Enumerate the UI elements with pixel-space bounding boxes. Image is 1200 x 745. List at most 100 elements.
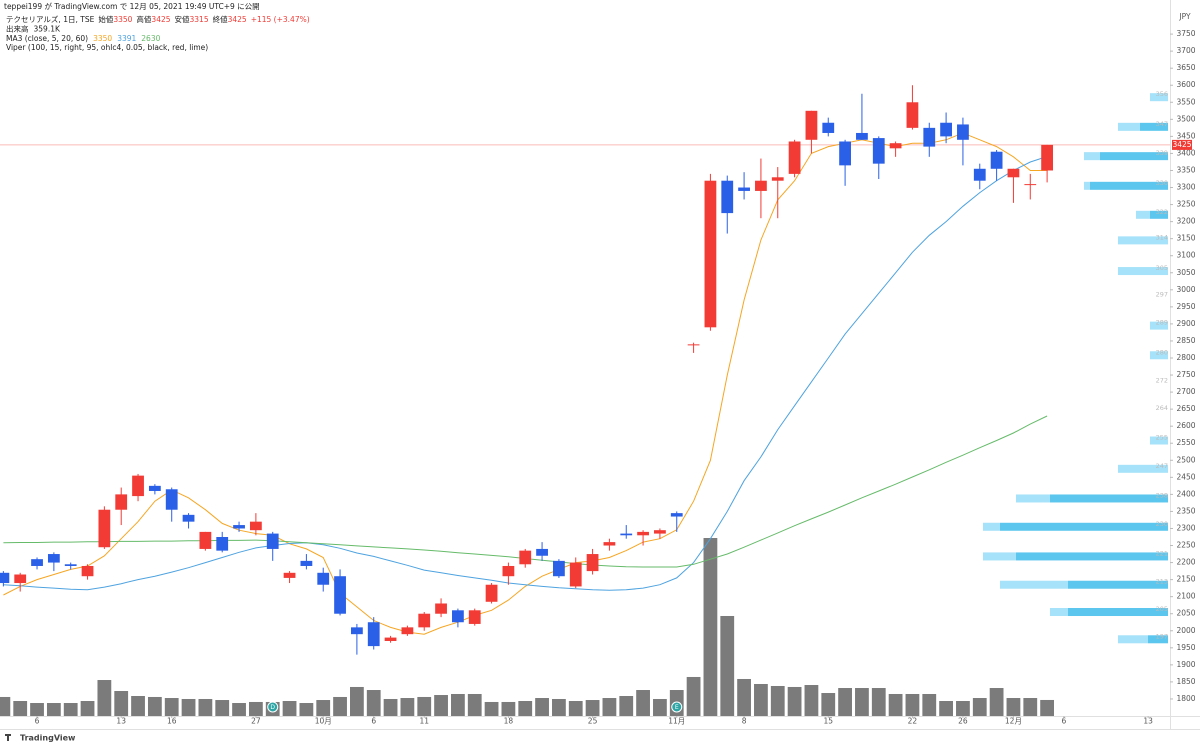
y-tick-label: 2650	[1176, 404, 1195, 413]
y-tick-label: 3050	[1176, 268, 1195, 277]
profile-dark	[1148, 635, 1168, 644]
volume-bar	[1023, 698, 1038, 716]
profile-label: 280	[1156, 348, 1168, 356]
x-tick-label: 8	[742, 717, 747, 726]
candle-body	[519, 550, 532, 565]
volume-bar	[248, 701, 263, 716]
y-tick-label: 3600	[1176, 80, 1195, 89]
profile-light	[983, 552, 1016, 561]
profile-light	[1150, 436, 1168, 445]
profile-light	[1118, 236, 1168, 245]
volume-bar	[838, 688, 852, 716]
profile-dark	[1140, 122, 1168, 131]
profile-label: 205	[1156, 605, 1168, 613]
volume-label: 出来高	[6, 24, 29, 34]
x-tick-label: 22	[908, 717, 918, 726]
y-tick-label: 2450	[1176, 472, 1195, 481]
profile-label: 322	[1156, 208, 1168, 216]
volume-bar	[131, 695, 145, 716]
profile-label: 330	[1156, 179, 1168, 187]
candle-body	[940, 122, 952, 137]
y-tick-label: 3250	[1176, 200, 1195, 209]
y-tick-label: 2350	[1176, 506, 1195, 515]
volume-bar	[181, 698, 196, 716]
volume-bar	[686, 676, 701, 716]
change: +115 (+3.47%)	[251, 15, 310, 24]
profile-light	[1118, 635, 1148, 644]
volume-bar	[989, 688, 1004, 716]
candle-body	[468, 610, 481, 624]
low-label: 安値	[175, 14, 190, 24]
y-tick-label: 2950	[1176, 302, 1195, 311]
candle-body	[738, 187, 750, 191]
y-tick-label: 3300	[1176, 183, 1195, 192]
profile-label: 221	[1156, 549, 1168, 557]
profile-label: 197	[1156, 632, 1168, 640]
candle-body	[569, 562, 582, 587]
volume-bar	[770, 685, 785, 716]
candle-body	[670, 513, 683, 517]
profile-label: 264	[1156, 404, 1168, 412]
y-tick-label: 1850	[1176, 677, 1195, 686]
y-tick-label: 3450	[1176, 131, 1195, 140]
y-tick-label: 3750	[1176, 29, 1195, 38]
plot: 356 347 339 330 322 314 305 297 289 280 272 264 255 2…	[0, 85, 1170, 716]
volume-bar	[804, 685, 819, 716]
x-tick-label: 11	[419, 717, 429, 726]
profile-light	[983, 522, 1000, 531]
volume-bar	[653, 698, 667, 716]
volume-bar	[215, 700, 230, 716]
candle-body	[216, 537, 229, 551]
candle-body	[923, 127, 936, 147]
event-marker	[267, 701, 279, 713]
y-tick-label: 3150	[1176, 234, 1195, 243]
volume-bar	[333, 696, 347, 716]
y-tick-label: 2600	[1176, 421, 1195, 430]
volume-bar	[80, 700, 95, 716]
profile-light	[1000, 580, 1068, 589]
volume-bar	[518, 700, 533, 716]
volume-bar	[922, 693, 937, 716]
x-tick-label: 10月	[315, 717, 332, 726]
volume-bar	[0, 696, 11, 716]
candle-body	[906, 102, 919, 128]
open-value: 3350	[113, 15, 132, 24]
candle-body	[755, 180, 767, 191]
ma-value: 3391	[117, 34, 136, 43]
profile-light	[1084, 152, 1100, 161]
volume-bar	[636, 690, 650, 716]
volume-bar	[451, 693, 465, 716]
candle-body	[721, 180, 734, 214]
volume-bar	[787, 686, 802, 716]
volume-bar	[905, 693, 920, 716]
x-tick-label: 13	[116, 717, 126, 726]
volume-bar	[282, 700, 297, 716]
x-tick-label: 15	[823, 717, 833, 726]
candle-body	[502, 565, 515, 577]
y-tick-label: 3400	[1176, 148, 1195, 157]
candle-body	[553, 560, 565, 577]
y-tick-label: 2500	[1176, 455, 1195, 464]
ma-line	[3, 156, 1048, 591]
volume-bar	[46, 703, 61, 716]
volume-bar	[417, 696, 432, 716]
volume-bar	[501, 701, 516, 716]
candle-body	[687, 344, 700, 346]
profile-light	[1118, 464, 1168, 473]
x-tick-label: 27	[251, 717, 261, 726]
volume-bar	[484, 701, 499, 716]
y-tick-label: 1800	[1176, 694, 1195, 703]
candle-body	[367, 622, 380, 647]
profile-light	[1118, 267, 1168, 276]
y-tick-label: 2850	[1176, 336, 1195, 345]
y-tick-label: 3000	[1176, 285, 1195, 294]
x-tick-label: 18	[504, 717, 514, 726]
volume-bar	[855, 688, 869, 716]
y-tick-label: 3700	[1176, 46, 1195, 55]
y-tick-label: 2550	[1176, 438, 1195, 447]
candle-body	[115, 494, 128, 510]
y-tick-label: 3500	[1176, 114, 1195, 123]
profile-dark	[1150, 210, 1168, 219]
profile-label: 314	[1156, 233, 1168, 241]
candle-body	[47, 554, 60, 563]
